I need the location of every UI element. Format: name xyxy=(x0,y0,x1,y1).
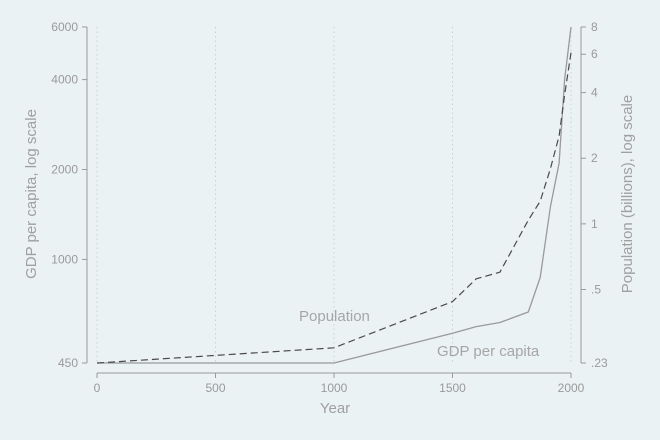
y-tick-label-right: 2 xyxy=(591,151,598,165)
y-tick-label-left: 6000 xyxy=(51,20,78,34)
grid-layer xyxy=(96,27,572,363)
x-tick-label: 0 xyxy=(94,381,101,395)
x-tick-label: 1000 xyxy=(321,381,348,395)
x-axis-title: Year xyxy=(320,400,350,417)
y-tick-label-left: 4000 xyxy=(51,73,78,87)
series-line-gdp-per-capita xyxy=(97,26,572,364)
y-axis-title-left: GDP per capita, log scale xyxy=(23,109,40,279)
y-tick-label-right: 4 xyxy=(591,86,598,100)
axes-layer: 450 1000 2000 4000 6000 0 500 1000 1500 2000 .23 .5… xyxy=(51,20,608,395)
y-tick-label-left: 450 xyxy=(58,356,78,370)
x-tick-label: 2000 xyxy=(558,381,585,395)
y-tick-label-left: 1000 xyxy=(51,252,78,266)
series-line-population xyxy=(96,52,572,364)
annotation-population: Population xyxy=(299,308,370,325)
y-tick-label-right: .5 xyxy=(591,282,601,296)
y-tick-label-right: 8 xyxy=(591,20,598,34)
y-tick-label-right: .23 xyxy=(591,356,608,370)
x-tick-label: 500 xyxy=(205,381,225,395)
y-tick-label-right: 1 xyxy=(591,217,598,231)
series-layer xyxy=(96,26,572,364)
annotation-gdp-per-capita: GDP per capita xyxy=(437,343,540,360)
x-tick-label: 1500 xyxy=(439,381,466,395)
y-tick-label-right: 6 xyxy=(591,47,598,61)
y-tick-label-left: 2000 xyxy=(51,163,78,177)
y-axis-title-right: Population (billions), log scale xyxy=(619,95,636,293)
